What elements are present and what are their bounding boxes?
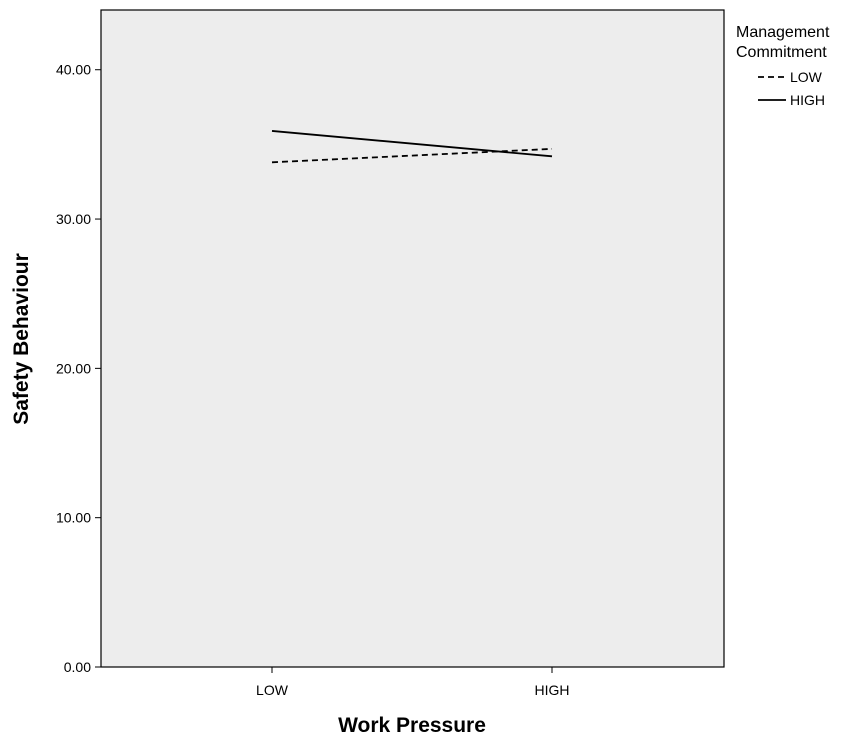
legend-label-high: HIGH	[790, 92, 825, 108]
x-tick-label: LOW	[256, 682, 289, 698]
legend-label-low: LOW	[790, 69, 823, 85]
y-tick-label: 30.00	[56, 211, 91, 227]
y-axis-title: Safety Behaviour	[10, 253, 33, 425]
y-tick-label: 10.00	[56, 510, 91, 526]
y-tick-label: 40.00	[56, 62, 91, 78]
series-lines	[271, 130, 553, 164]
plot-area	[100, 9, 725, 668]
y-axis-ticks: 0.00 10.00 20.00 30.00 40.00	[56, 62, 101, 675]
legend: Management Commitment LOW HIGH	[736, 24, 830, 108]
x-axis-ticks: LOW HIGH	[256, 667, 570, 698]
y-tick-label: 0.00	[64, 659, 91, 675]
legend-items: LOW HIGH	[758, 69, 825, 108]
legend-title-line-1: Management	[736, 24, 830, 41]
x-axis-title: Work Pressure	[338, 714, 486, 737]
series-line-high	[271, 130, 553, 158]
y-tick-label: 20.00	[56, 360, 91, 376]
legend-title-line-2: Commitment	[736, 44, 827, 61]
x-tick-label: HIGH	[535, 682, 570, 698]
series-line-low	[271, 147, 553, 164]
